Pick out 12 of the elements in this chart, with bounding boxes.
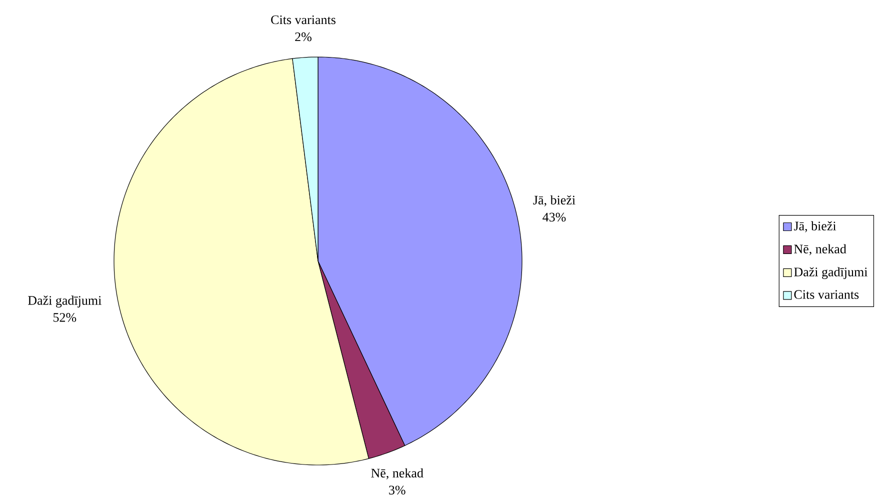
slice-label: Nē, nekad (371, 468, 424, 480)
legend-label: Daži gadījumi (794, 267, 868, 280)
legend-label: Nē, nekad (794, 244, 846, 256)
legend-label: Jā, bieži (794, 221, 836, 232)
legend-label: Cits variants (794, 290, 859, 299)
slice-label: Daži gadījumi (28, 296, 102, 308)
data-label: 2% (295, 32, 312, 42)
data-label: 43% (542, 212, 566, 222)
slice-label: Cits variants (271, 15, 336, 24)
data-label: 52% (53, 313, 76, 322)
slice-label: Jā, bieži (533, 195, 576, 206)
data-label: 3% (389, 486, 406, 495)
